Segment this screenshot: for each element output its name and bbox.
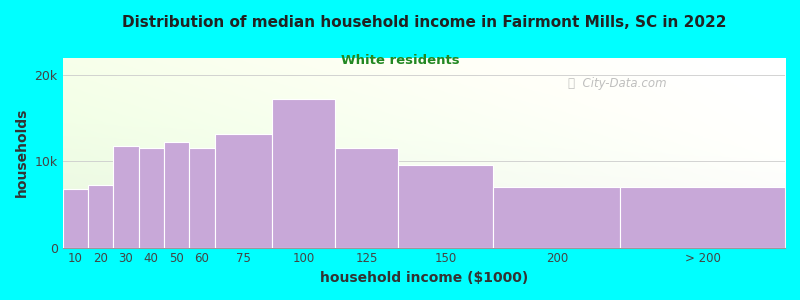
Bar — [114, 146, 138, 247]
Bar — [335, 148, 398, 247]
Bar — [190, 148, 214, 247]
Title: Distribution of median household income in Fairmont Mills, SC in 2022: Distribution of median household income … — [122, 15, 726, 30]
Bar — [272, 99, 335, 247]
Bar — [62, 189, 88, 247]
Bar — [398, 165, 494, 248]
Bar — [214, 134, 272, 248]
Bar — [164, 142, 190, 248]
Bar — [138, 148, 164, 247]
Y-axis label: households: households — [15, 108, 29, 197]
Bar — [620, 187, 785, 247]
X-axis label: household income ($1000): household income ($1000) — [320, 271, 528, 285]
Text: ⓘ  City-Data.com: ⓘ City-Data.com — [568, 76, 667, 90]
Bar — [494, 187, 620, 247]
Text: White residents: White residents — [341, 54, 459, 67]
Bar — [88, 185, 114, 248]
